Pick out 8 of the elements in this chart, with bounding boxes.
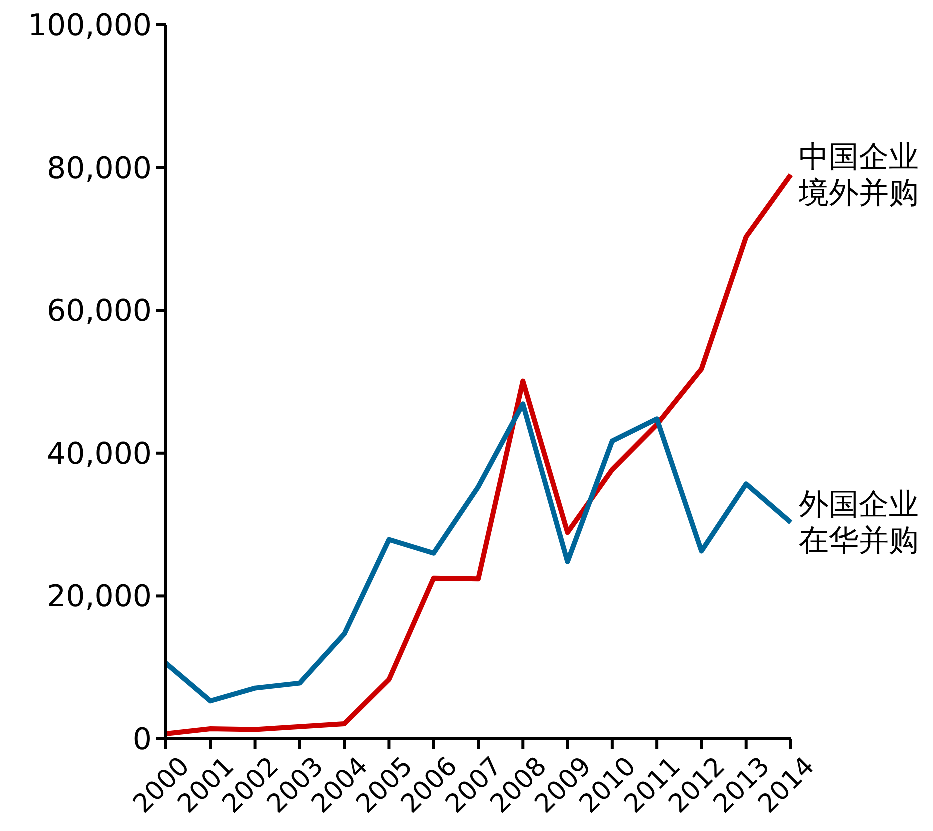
series-label: 中国企业境外并购	[798, 140, 919, 211]
y-tick-label: 60,000	[47, 294, 152, 330]
y-tick-label: 0	[132, 722, 152, 758]
y-tick-label: 100,000	[28, 8, 152, 44]
y-tick-label: 20,000	[47, 580, 152, 615]
y-tick-label: 40,000	[47, 436, 152, 472]
series-label: 外国企业在华并购	[799, 488, 919, 559]
y-tick-label: 80,000	[47, 151, 152, 186]
